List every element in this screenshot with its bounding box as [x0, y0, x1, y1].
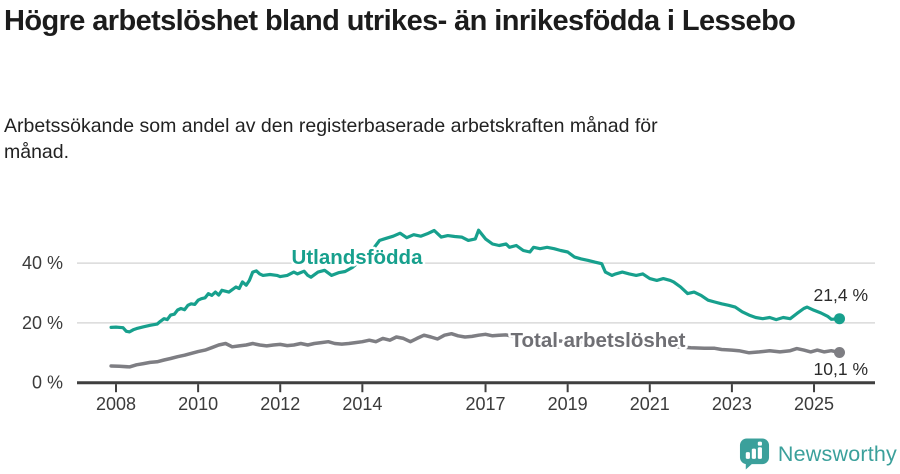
y-tick-label: 20 %	[22, 313, 63, 333]
x-tick-label: 2012	[260, 394, 300, 414]
series-label-total: Total arbetslöshet	[510, 329, 685, 352]
series-line-utlandsfodda	[109, 228, 842, 334]
x-tick-label: 2014	[342, 394, 382, 414]
x-axis-ticks	[115, 384, 816, 393]
end-value-label-utlandsfodda: 21,4 %	[814, 285, 868, 305]
x-tick-labels: 2008 2010 2012 2014 2017 2019 2021 2023 2025	[96, 394, 834, 414]
end-value-label-total: 10,1 %	[814, 359, 868, 379]
x-tick-label: 2021	[630, 394, 670, 414]
y-tick-label: 40 %	[22, 253, 63, 273]
series-label-utlandsfodda: Utlandsfödda	[292, 246, 424, 269]
newsworthy-icon	[739, 438, 769, 470]
series-end-dot-utlandsfodda	[834, 313, 845, 325]
x-tick-label: 2023	[712, 394, 752, 414]
x-tick-label: 2010	[178, 394, 218, 414]
gridlines	[77, 262, 875, 324]
x-tick-label: 2025	[794, 394, 834, 414]
y-tick-label: 0 %	[32, 373, 63, 393]
series-end-dot-total	[834, 347, 845, 358]
line-chart: 2008 2010 2012 2014 2017 2019 2021 2023 2025 0 %…	[22, 228, 875, 414]
x-tick-label: 2008	[96, 394, 136, 414]
chart-title: Högre arbetslöshet bland utrikes- än inr…	[4, 5, 796, 37]
chart-subtitle: Arbetssökande som andel av den registerb…	[4, 115, 658, 163]
newsworthy-wordmark: Newsworthy	[777, 441, 897, 466]
x-tick-label: 2017	[466, 394, 506, 414]
series-line-total	[109, 331, 842, 369]
x-tick-label: 2019	[548, 394, 588, 414]
newsworthy-logo[interactable]: Newsworthy	[739, 436, 897, 472]
y-tick-labels: 0 % 20 % 40 %	[22, 253, 63, 393]
